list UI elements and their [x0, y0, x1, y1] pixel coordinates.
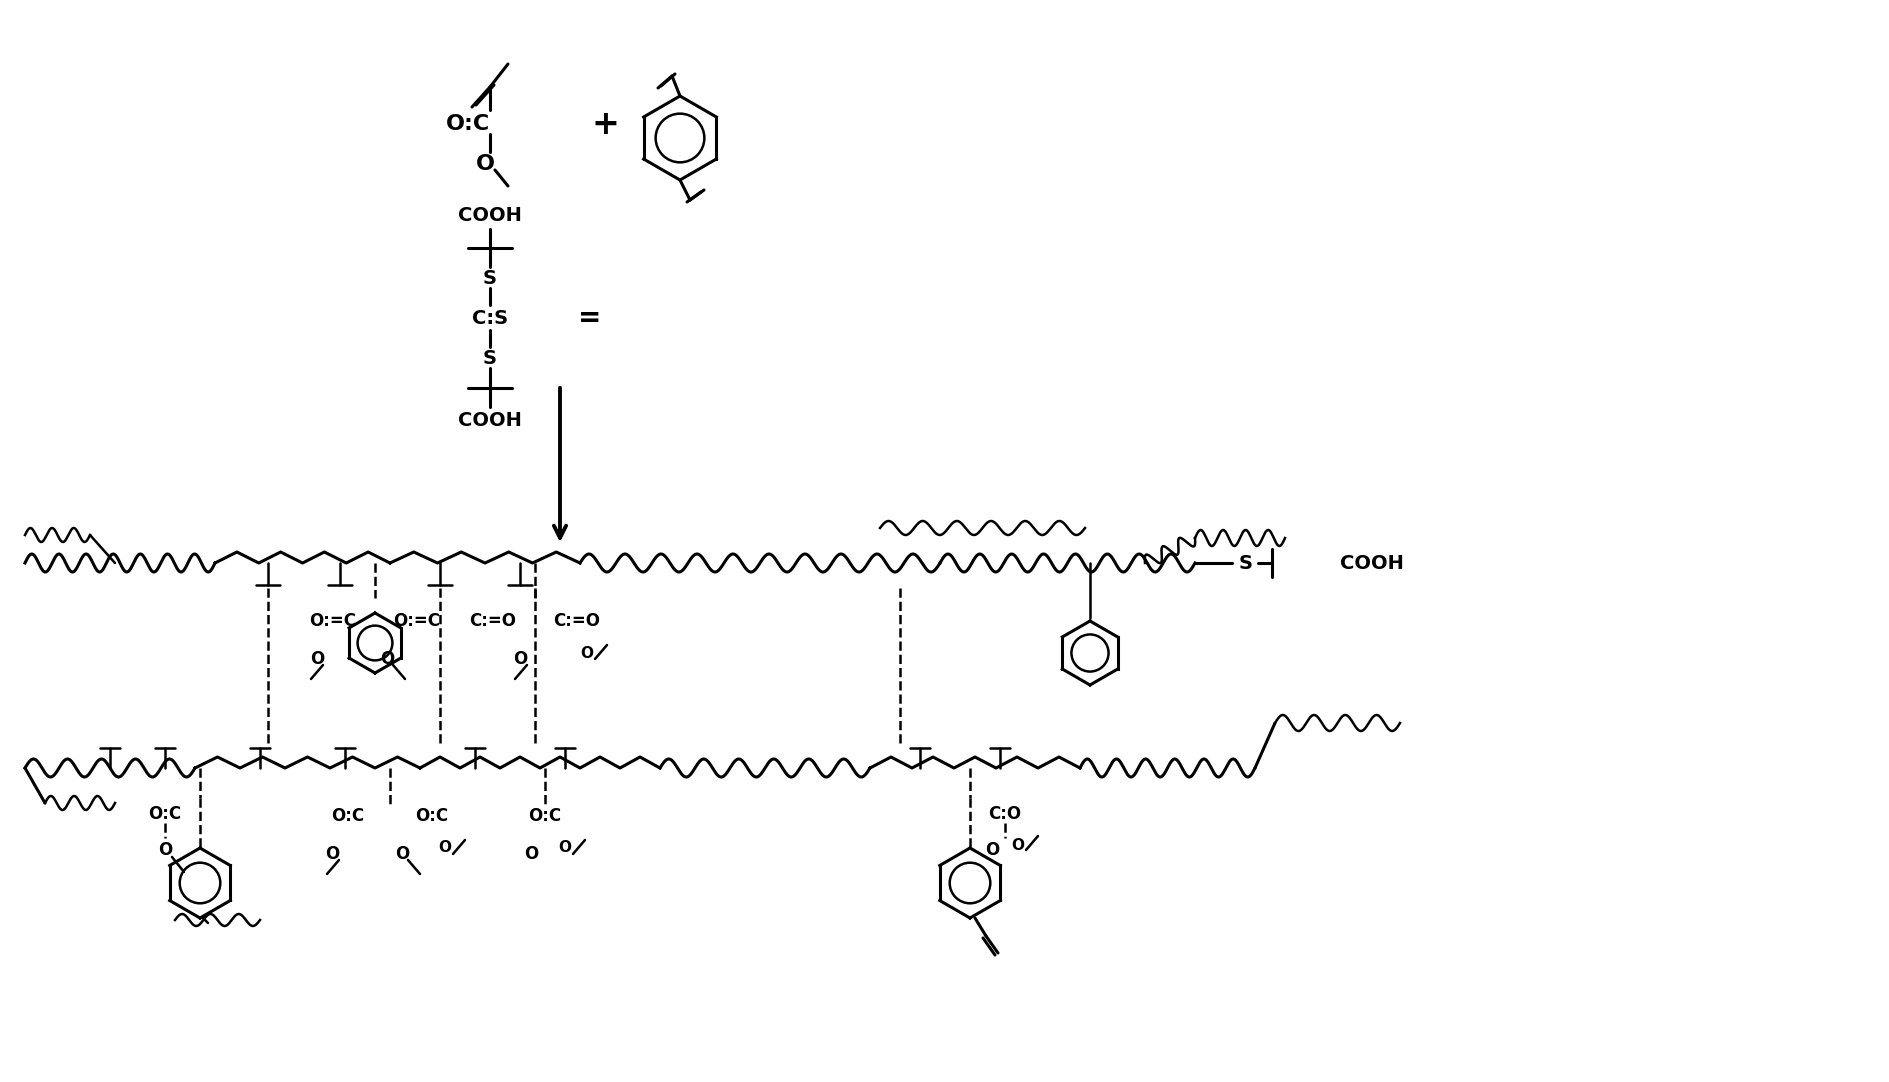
Text: O:=C: O:=C [310, 612, 357, 630]
Text: S: S [1239, 554, 1252, 572]
Text: O:=C: O:=C [393, 612, 440, 630]
Text: O: O [438, 841, 451, 856]
Text: =: = [578, 304, 601, 332]
Text: O: O [580, 646, 593, 660]
Text: O:C: O:C [416, 807, 448, 824]
Text: O: O [1011, 837, 1024, 853]
Text: O: O [395, 845, 408, 863]
Text: C:S: C:S [472, 308, 508, 328]
Text: O: O [512, 650, 527, 668]
Text: O:C: O:C [331, 807, 365, 824]
Text: O: O [159, 841, 172, 859]
Text: COOH: COOH [457, 410, 521, 430]
Text: O: O [325, 845, 338, 863]
Text: O: O [559, 841, 570, 856]
Text: C:O: C:O [988, 805, 1022, 823]
Text: C:=O: C:=O [468, 612, 516, 630]
Text: O:C: O:C [446, 114, 489, 134]
Text: S: S [484, 268, 497, 288]
Text: O:C: O:C [529, 807, 561, 824]
Text: O: O [380, 650, 395, 668]
Text: COOH: COOH [457, 206, 521, 224]
Text: S: S [484, 348, 497, 368]
Text: O: O [523, 845, 538, 863]
Text: +: + [591, 107, 618, 141]
Text: C:=O: C:=O [553, 612, 601, 630]
Text: O:C: O:C [149, 805, 181, 823]
Text: O: O [476, 154, 495, 174]
Text: O: O [310, 650, 323, 668]
Text: COOH: COOH [1339, 554, 1404, 572]
Text: O: O [984, 841, 999, 859]
